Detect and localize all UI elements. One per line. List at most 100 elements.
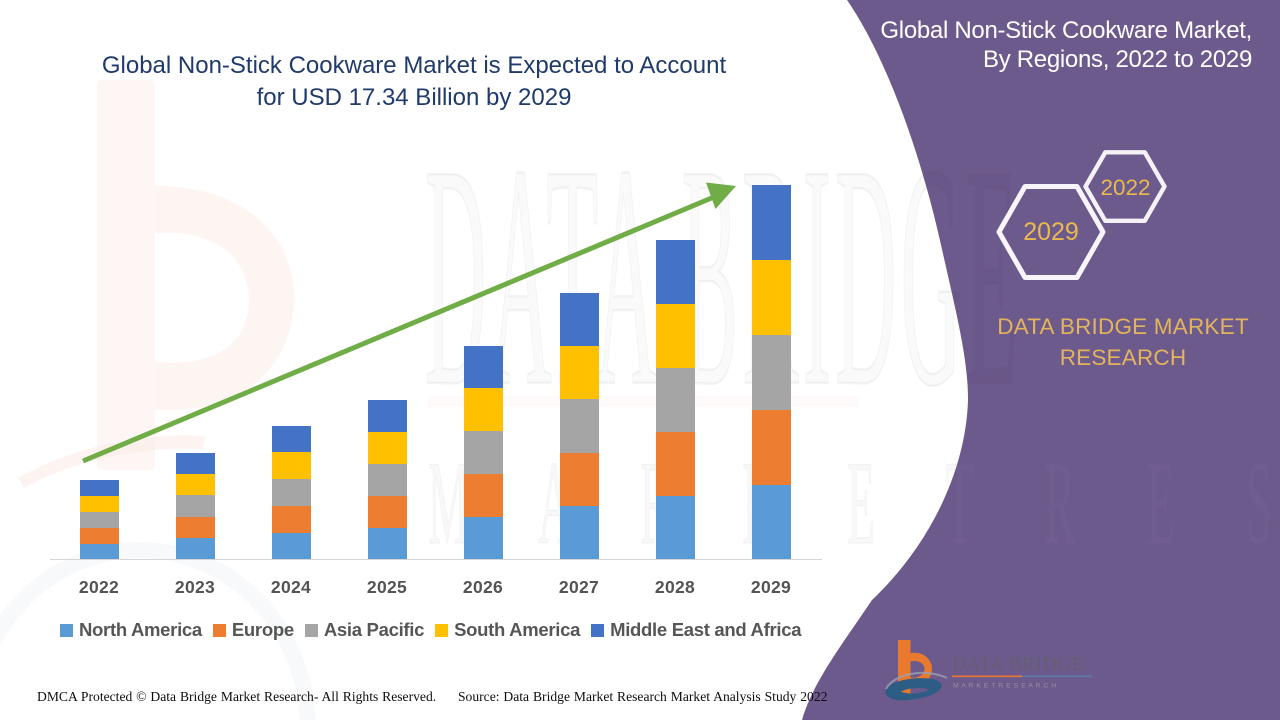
panel-title: Global Non-Stick Cookware Market, By Reg… xyxy=(692,16,1252,74)
bar-segment xyxy=(655,303,695,368)
x-axis-label: 2026 xyxy=(462,577,504,597)
bar-2029 xyxy=(751,0,791,720)
panel-title-line1: Global Non-Stick Cookware Market, xyxy=(880,17,1252,44)
bar-segment xyxy=(271,505,311,533)
bar-segment xyxy=(367,399,407,432)
logo-line2: M A R K E T R E S E A R C H xyxy=(953,683,1057,690)
bar-segment xyxy=(175,538,215,560)
bar-segment xyxy=(559,506,599,560)
legend-swatch xyxy=(435,623,449,637)
x-axis-line xyxy=(50,559,822,560)
legend-item: North America xyxy=(60,619,202,641)
legend-swatch xyxy=(60,623,73,637)
bar-segment xyxy=(655,495,695,560)
bar-2023 xyxy=(175,0,215,720)
watermark-b-logo xyxy=(0,80,858,720)
bar-segment xyxy=(271,479,311,506)
trend-arrow xyxy=(82,182,736,464)
brand-wordmark-line1: DATA BRIDGE MARKET xyxy=(997,314,1249,339)
legend-swatch xyxy=(304,623,318,637)
bar-segment xyxy=(751,409,791,485)
x-axis-label: 2028 xyxy=(654,577,696,597)
main-headline-line1: Global Non-Stick Cookware Market is Expe… xyxy=(101,52,727,79)
bar-2022 xyxy=(79,0,119,720)
legend-label: Asia Pacific xyxy=(323,619,425,640)
bar-2028 xyxy=(655,0,695,720)
bar-segment xyxy=(175,495,215,517)
legend-label: Europe xyxy=(231,619,294,640)
bar-segment xyxy=(559,346,599,400)
dmca-notice: DMCA Protected © Data Bridge Market Rese… xyxy=(37,689,437,704)
brand-wordmark-line2: RESEARCH xyxy=(1059,345,1187,370)
legend-label: North America xyxy=(79,619,202,640)
bar-segment xyxy=(367,463,407,496)
chart-legend: North America Europe Asia Pacific South Ame… xyxy=(60,619,820,641)
bar-segment xyxy=(367,495,407,528)
legend-label: Middle East and Africa xyxy=(610,619,802,640)
hexagon-2022 xyxy=(1083,150,1167,224)
bar-2027 xyxy=(559,0,599,720)
bar-segment xyxy=(655,431,695,496)
bar-segment xyxy=(271,532,311,560)
x-axis-label: 2025 xyxy=(366,577,408,597)
main-headline-line2: for USD 17.34 Billion by 2029 xyxy=(256,84,572,111)
bar-segment xyxy=(751,484,791,560)
bar-segment xyxy=(463,473,503,517)
bar-segment xyxy=(367,431,407,464)
legend-item: Asia Pacific xyxy=(304,619,425,641)
brand-wordmark: DATA BRIDGE MARKET RESEARCH xyxy=(950,311,1280,373)
legend-item: Middle East and Africa xyxy=(591,619,802,641)
bar-segment xyxy=(79,511,119,528)
source-note: Source: Data Bridge Market Research Mark… xyxy=(458,689,828,704)
company-logo: DATA BRIDGE M A R K E T R E S E A R C H xyxy=(885,640,1092,701)
main-headline: Global Non-Stick Cookware Market is Expe… xyxy=(90,50,738,114)
x-axis-label: 2027 xyxy=(558,577,600,597)
bar-segment xyxy=(175,473,215,496)
x-axis-label: 2024 xyxy=(270,577,312,597)
legend-swatch xyxy=(591,623,605,637)
logo-line1: DATA BRIDGE xyxy=(952,654,1084,675)
bar-segment xyxy=(463,388,503,432)
bar-segment xyxy=(79,527,119,544)
bar-segment xyxy=(559,292,599,347)
bar-segment xyxy=(271,452,311,480)
hexagon-2029 xyxy=(996,184,1106,280)
legend-swatch xyxy=(212,623,226,637)
panel-title-line2: By Regions, 2022 to 2029 xyxy=(983,46,1252,73)
x-axis-label: 2022 xyxy=(78,577,120,597)
legend-label: South America xyxy=(454,619,581,640)
legend-item: Europe xyxy=(212,619,294,641)
bar-segment xyxy=(367,527,407,560)
bar-segment xyxy=(559,399,599,453)
bar-segment xyxy=(463,516,503,560)
bar-segment xyxy=(463,431,503,474)
bar-segment xyxy=(79,543,119,560)
logo-b-icon xyxy=(885,640,948,701)
bar-segment xyxy=(751,259,791,335)
stacked-bar-chart: 2022 2023 2024 2025 2026 2027 2028 2029 xyxy=(50,0,822,720)
bar-segment xyxy=(463,345,503,389)
hexagon-outlines xyxy=(996,150,1167,280)
bar-segment xyxy=(175,516,215,539)
bar-segment xyxy=(655,367,695,432)
bar-segment xyxy=(751,184,791,260)
trend-arrow-line xyxy=(82,194,715,464)
bar-2024 xyxy=(271,0,311,720)
hexagon-label-2029: 2029 xyxy=(1023,218,1079,246)
bar-segment xyxy=(271,425,311,453)
bar-segment xyxy=(79,495,119,512)
legend-item: South America xyxy=(435,619,580,641)
bar-2026 xyxy=(463,0,503,720)
bar-segment xyxy=(559,452,599,507)
bar-segment xyxy=(175,452,215,474)
x-axis-label: 2023 xyxy=(174,577,216,597)
bar-segment xyxy=(655,239,695,304)
x-axis-label: 2029 xyxy=(750,577,792,597)
bar-segment xyxy=(79,479,119,496)
hexagon-label-2022: 2022 xyxy=(1100,175,1151,200)
bar-2025 xyxy=(367,0,407,720)
bar-segment xyxy=(751,334,791,410)
trend-arrow-head xyxy=(706,182,736,209)
